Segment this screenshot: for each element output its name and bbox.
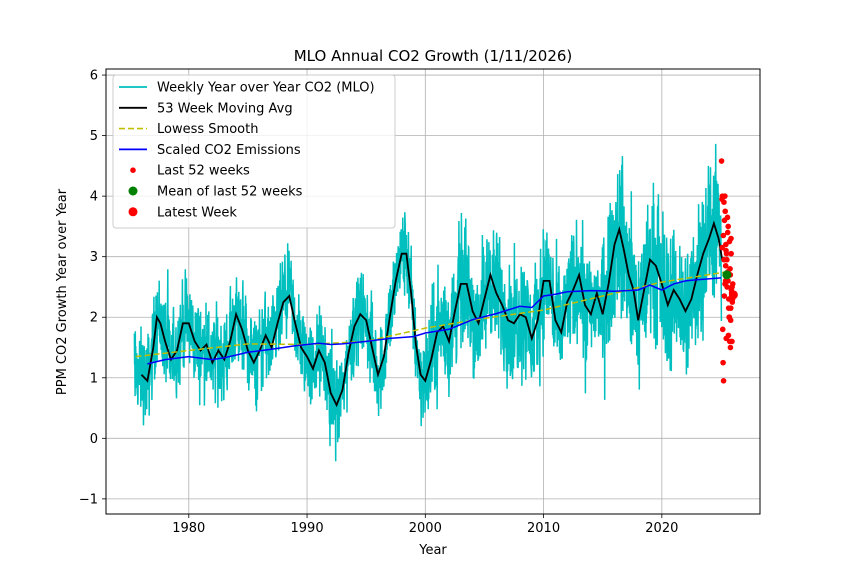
y-tick-label: −1	[79, 492, 98, 507]
last-52-week-point	[722, 262, 729, 269]
last-52-week-point	[728, 235, 734, 242]
legend-swatch-small-dot	[130, 167, 136, 173]
last-52-week-point	[725, 223, 731, 230]
legend-swatch-dot	[128, 207, 138, 217]
axes-frame	[105, 68, 761, 515]
x-tick-label: 1980	[172, 521, 205, 536]
last-52-week-point	[720, 232, 727, 239]
y-tick-label: 5	[90, 129, 98, 144]
plot-series	[133, 143, 738, 462]
chart-title: MLO Annual CO2 Growth (1/11/2026)	[294, 47, 573, 65]
scaled-emissions-line	[147, 277, 722, 365]
last-52-week-point	[719, 244, 725, 251]
last-52-week-point	[719, 326, 726, 333]
y-tick-label: 0	[90, 432, 98, 447]
last-52-week-point	[725, 278, 731, 284]
last-52-week-point	[727, 344, 734, 351]
y-tick-label: 1	[90, 371, 98, 386]
legend-label: Mean of last 52 weeks	[157, 185, 303, 200]
legend-label: Lowess Smooth	[157, 122, 258, 137]
moving-average-line	[140, 220, 724, 408]
y-axis-label: PPM CO2 Growth Year over Year	[55, 188, 70, 395]
last-52-week-point	[720, 359, 726, 366]
legend-entry: 53 Week Moving Avg	[119, 101, 293, 116]
x-axis-label: Year	[418, 543, 447, 558]
legend-label: Last 52 weeks	[157, 164, 250, 179]
last-52-week-point	[728, 250, 734, 257]
lowess-smooth-line	[135, 271, 728, 358]
y-tick-label: 3	[90, 250, 98, 265]
last-52-week-point	[729, 338, 735, 345]
legend-entry: Scaled CO2 Emissions	[119, 143, 301, 158]
last-52-week-point	[722, 193, 728, 199]
legend-entry: Latest Week	[128, 205, 237, 220]
last-52-week-point	[727, 317, 734, 324]
x-tick-label: 2010	[527, 521, 560, 536]
last-52-week-point	[727, 265, 733, 272]
mean-last-52-weeks-point	[722, 270, 732, 280]
last-52-week-point	[729, 284, 735, 290]
y-tick-label: 2	[90, 311, 98, 326]
legend-entry: Lowess Smooth	[119, 122, 258, 137]
last-52-week-point	[722, 208, 729, 215]
legend-box	[112, 74, 396, 229]
last-52-week-point	[718, 158, 725, 164]
legend-entry: Weekly Year over Year CO2 (MLO)	[119, 81, 375, 96]
y-tick-label: 6	[90, 69, 98, 84]
legend-label: Scaled CO2 Emissions	[157, 143, 301, 158]
legend-swatch-dot	[128, 186, 138, 196]
legend-label: 53 Week Moving Avg	[157, 101, 293, 116]
last-52-week-point	[721, 256, 727, 263]
latest-week-point	[728, 290, 738, 300]
x-tick-label: 1990	[291, 521, 324, 536]
last-52-week-point	[721, 199, 727, 205]
legend-label: Weekly Year over Year CO2 (MLO)	[157, 81, 375, 96]
last-52-week-point	[724, 229, 731, 236]
x-tick-label: 2020	[645, 521, 678, 536]
last-52-week-point	[724, 214, 731, 221]
x-tick-label: 2000	[409, 521, 442, 536]
last-52-week-point	[720, 378, 727, 384]
last-52-week-point	[723, 247, 729, 254]
axis-ticks: 1980 1990 2000 2010 2020 −1 0 1 2 3 4 5 6	[79, 69, 679, 536]
legend: Weekly Year over Year CO2 (MLO) 53 Week M…	[112, 74, 396, 229]
last-52-week-point	[725, 305, 732, 311]
last-52-week-point	[725, 332, 732, 339]
legend-entry: Last 52 weeks	[130, 164, 250, 179]
legend-entry: Mean of last 52 weeks	[128, 185, 303, 200]
last-52-week-point	[721, 293, 728, 299]
y-tick-label: 4	[90, 190, 98, 205]
legend-label: Latest Week	[157, 205, 237, 220]
